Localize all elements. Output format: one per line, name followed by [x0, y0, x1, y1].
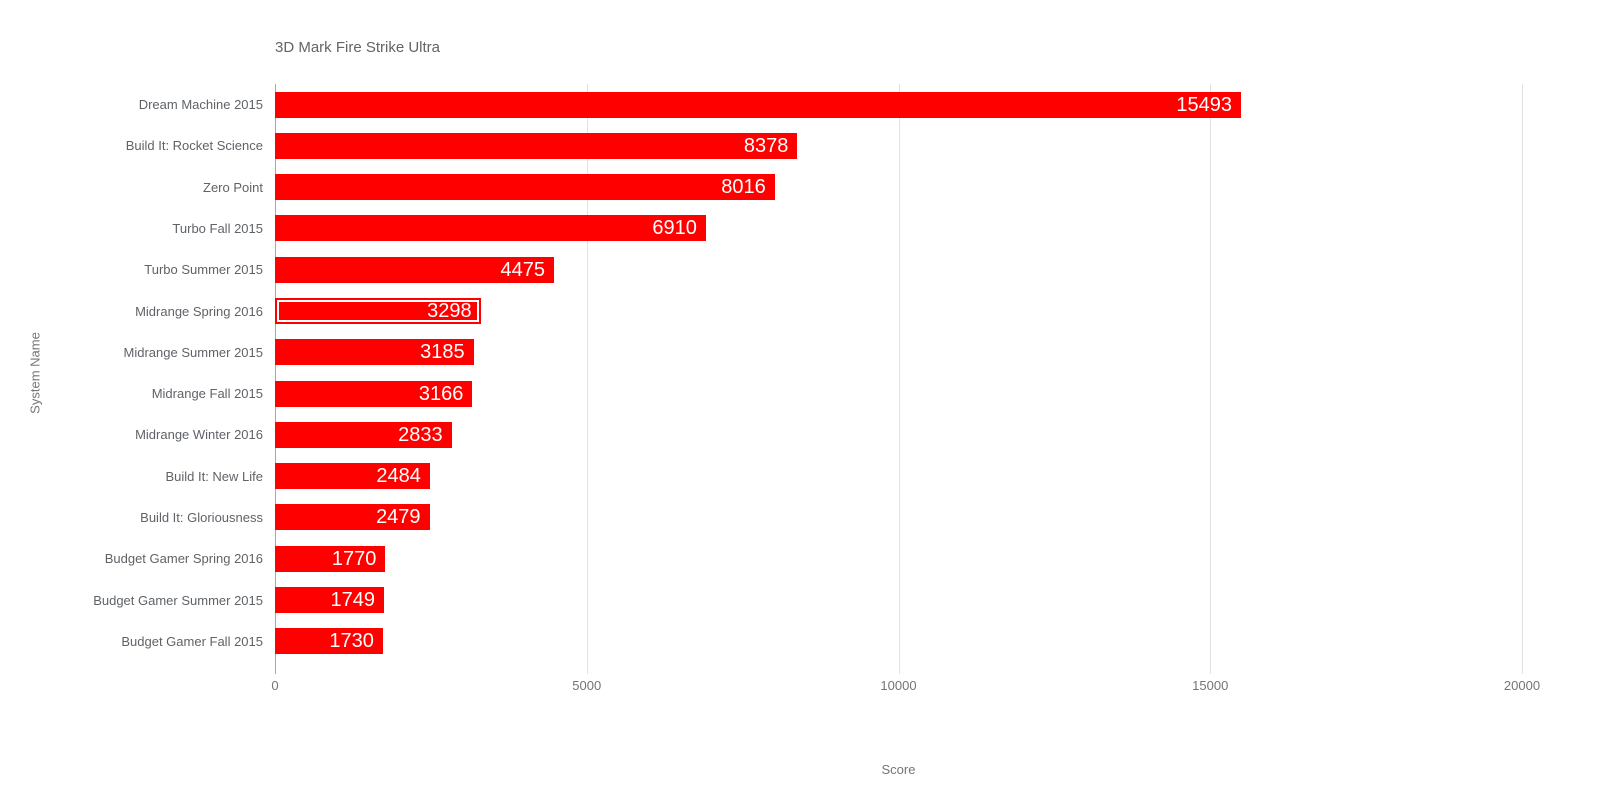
- bar[interactable]: 2833: [275, 421, 452, 448]
- bar-value-label: 1730: [329, 630, 374, 653]
- bar[interactable]: 1749: [275, 587, 385, 614]
- bar-row: 1749: [275, 579, 1522, 620]
- chart-title: 3D Mark Fire Strike Ultra: [275, 39, 441, 56]
- gridline: [898, 84, 900, 674]
- y-category-label: Midrange Spring 2016: [135, 303, 263, 319]
- bar-row: 4475: [275, 249, 1522, 290]
- gridline: [586, 84, 588, 674]
- gridline: [1210, 84, 1212, 674]
- bar-row: 2479: [275, 497, 1522, 538]
- bar-value-label: 3185: [420, 341, 465, 364]
- x-tick-label: 5000: [572, 678, 602, 693]
- bar-row: 15493: [275, 84, 1522, 125]
- bar-row: 1770: [275, 538, 1522, 579]
- bar-row: 1730: [275, 621, 1522, 662]
- bar-value-label: 1770: [331, 547, 377, 570]
- bar[interactable]: 1730: [275, 628, 383, 655]
- bar[interactable]: 1770: [275, 545, 386, 572]
- x-tick-label: 0: [271, 678, 279, 693]
- bar-value-label: 2479: [376, 506, 421, 529]
- y-category-label: Midrange Fall 2015: [151, 386, 263, 402]
- bar-row: 8378: [275, 125, 1522, 166]
- y-category-label: Midrange Summer 2015: [123, 344, 263, 360]
- x-axis-title: Score: [881, 762, 916, 777]
- y-category-label: Budget Gamer Summer 2015: [93, 592, 263, 608]
- bar-row: 3166: [275, 373, 1522, 414]
- gridline: [1522, 84, 1523, 674]
- bar-series: 15493 8378 8016 6910 4475 3298 3185 3166 2833 248…: [275, 84, 1522, 662]
- bar-value-label: 15493: [1176, 93, 1232, 116]
- y-category-label: Budget Gamer Spring 2016: [104, 551, 263, 567]
- bar-row: 2484: [275, 456, 1522, 497]
- bar-value-label: 3166: [418, 382, 464, 405]
- y-category-label: Zero Point: [203, 179, 263, 195]
- x-tick-label: 15000: [1192, 678, 1229, 693]
- bar[interactable]: 15493: [275, 91, 1241, 118]
- x-tick-label: 10000: [880, 678, 917, 693]
- bar-value-label: 2833: [398, 423, 443, 446]
- bar-row: 6910: [275, 208, 1522, 249]
- category-axis: Dream Machine 2015 Build It: Rocket Scien…: [0, 84, 263, 662]
- bar-value-label: 8378: [743, 134, 789, 157]
- bar[interactable]: 4475: [275, 256, 555, 283]
- bar[interactable]: 8378: [275, 132, 798, 159]
- y-category-label: Midrange Winter 2016: [135, 427, 263, 443]
- bar[interactable]: 2484: [275, 463, 430, 490]
- bar-value-label: 6910: [652, 217, 697, 240]
- bar-value-label: 1749: [330, 589, 376, 612]
- bar[interactable]: 2479: [275, 504, 430, 531]
- y-category-label: Build It: Rocket Science: [125, 138, 263, 154]
- bar-row: 2833: [275, 414, 1522, 455]
- baseline-gridline: [275, 84, 276, 674]
- bar-value-label: 2484: [376, 465, 421, 488]
- bar[interactable]: 8016: [275, 174, 775, 201]
- y-category-label: Dream Machine 2015: [138, 97, 263, 113]
- bar[interactable]: 6910: [275, 215, 706, 242]
- bar-row: 8016: [275, 167, 1522, 208]
- bar-row: 3185: [275, 332, 1522, 373]
- y-category-label: Turbo Fall 2015: [172, 220, 263, 236]
- x-tick-label: 20000: [1503, 678, 1541, 693]
- bar[interactable]: 3185: [275, 339, 474, 366]
- y-category-label: Build It: Gloriousness: [140, 509, 263, 525]
- bar-value-label: 4475: [500, 258, 546, 281]
- y-category-label: Build It: New Life: [165, 468, 263, 484]
- bar-selected[interactable]: 3298: [275, 298, 481, 325]
- plot-area: 0 5000 10000 15000 20000: [271, 84, 1540, 693]
- y-category-label: Turbo Summer 2015: [144, 262, 263, 278]
- y-category-label: Budget Gamer Fall 2015: [121, 633, 263, 649]
- bar-value-label: 8016: [721, 176, 766, 199]
- bar-row: 3298: [275, 290, 1522, 331]
- bar-value-label: 3298: [427, 300, 472, 323]
- bar[interactable]: 3166: [275, 380, 473, 407]
